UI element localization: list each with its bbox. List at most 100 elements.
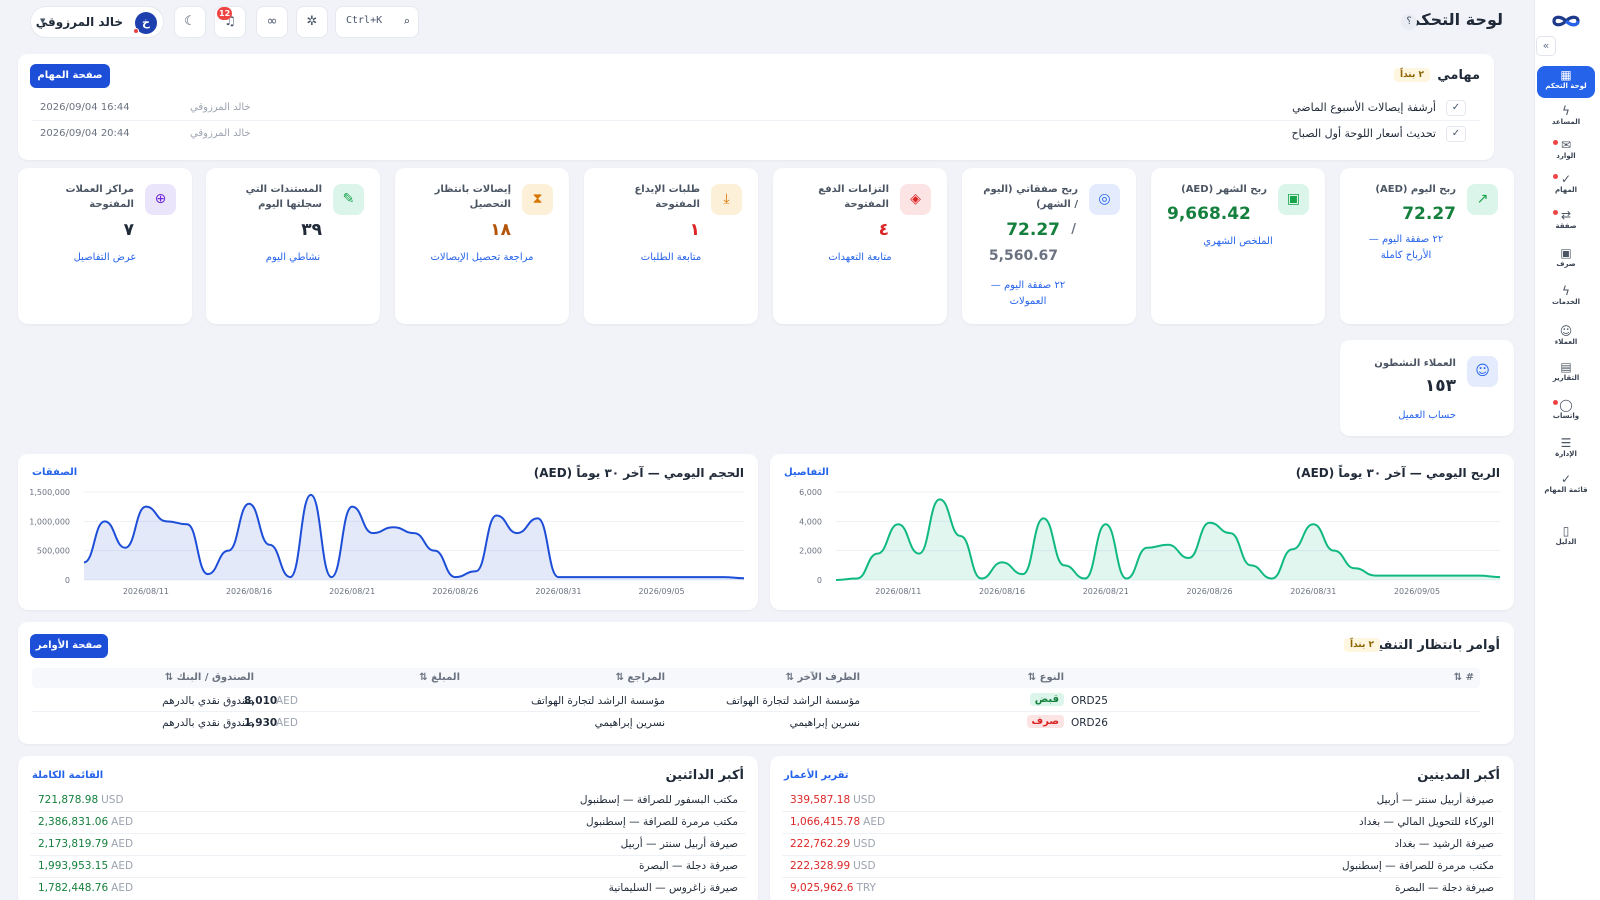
data-point[interactable] <box>618 575 622 579</box>
data-point[interactable] <box>1062 563 1066 567</box>
list-item[interactable]: صيرفة دجلة — البصرة 9,025,962.6 TRY <box>782 878 1502 900</box>
data-point[interactable] <box>268 543 272 547</box>
data-point[interactable] <box>185 522 189 526</box>
data-point[interactable] <box>330 575 334 579</box>
data-point[interactable] <box>144 505 148 509</box>
kpi-link[interactable]: متابعة الطلبات <box>640 252 702 263</box>
sidebar-item-5[interactable]: ▣ صرف <box>1537 246 1595 280</box>
data-point[interactable] <box>701 575 705 579</box>
data-point[interactable] <box>855 577 859 581</box>
data-point[interactable] <box>1187 556 1191 560</box>
data-point[interactable] <box>896 522 900 526</box>
data-point[interactable] <box>1415 574 1419 578</box>
data-point[interactable] <box>206 572 210 576</box>
task-item[interactable]: ✓ أرشفة إيصالات الأسبوع الماضي خالد المر… <box>32 96 1480 121</box>
data-point[interactable] <box>1270 577 1274 581</box>
data-point[interactable] <box>1311 522 1315 526</box>
list-item[interactable]: صيرفة زاغروس — السليمانية 1,782,448.76 AED <box>30 878 746 900</box>
sidebar-item-0[interactable]: ▦ لوحة التحكم <box>1537 66 1595 98</box>
data-point[interactable] <box>515 531 519 535</box>
data-point[interactable] <box>660 575 664 579</box>
orders-page-button[interactable]: صفحة الأوامر <box>30 634 108 658</box>
data-point[interactable] <box>1374 574 1378 578</box>
kpi-link[interactable]: عرض التفاصيل <box>73 252 137 263</box>
kpi-link[interactable]: نشاطي اليوم <box>265 252 321 263</box>
data-point[interactable] <box>1042 516 1046 520</box>
data-point[interactable] <box>959 534 963 538</box>
aging-report-link[interactable]: تقرير الأعمار <box>784 770 849 781</box>
kpi-link[interactable]: ٢٢ صفقة اليوم — العمولات <box>990 280 1066 307</box>
table-row[interactable]: ORD26 صرف نسرين إبراهيمي نسرين إبراهيمي 1,93… <box>32 712 1480 734</box>
user-menu[interactable]: خالد المرزوقي خ ▼ <box>30 6 164 38</box>
kpi-link[interactable]: متابعة التعهدات <box>828 252 892 263</box>
data-point[interactable] <box>680 575 684 579</box>
sidebar-item-2[interactable]: ✉ الوارد <box>1537 138 1595 172</box>
data-point[interactable] <box>598 575 602 579</box>
col-header[interactable]: المبلغ ⇅ <box>419 672 460 683</box>
data-point[interactable] <box>495 513 499 517</box>
data-point[interactable] <box>1021 572 1025 576</box>
series-line[interactable] <box>83 493 745 580</box>
bug-report-button[interactable]: ✲ <box>296 6 328 38</box>
sidebar-item-12[interactable]: ▯ الدليل <box>1537 524 1595 558</box>
sidebar-item-11[interactable]: ✓ قائمة المهام <box>1537 472 1595 506</box>
col-header[interactable]: النوع ⇅ <box>1027 672 1064 683</box>
data-point[interactable] <box>876 552 880 556</box>
theme-toggle-button[interactable]: ☾ <box>174 6 206 38</box>
data-point[interactable] <box>350 505 354 509</box>
data-point[interactable] <box>433 549 437 553</box>
data-point[interactable] <box>123 546 127 550</box>
list-item[interactable]: صيرفة الرشيد — بغداد 222,762.29 USD <box>782 834 1502 856</box>
data-point[interactable] <box>721 575 725 579</box>
search-button[interactable]: Ctrl+K ⌕ <box>335 6 419 38</box>
data-point[interactable] <box>917 552 921 556</box>
kpi-link[interactable]: مراجعة تحصيل الإيصالات <box>430 252 534 263</box>
data-point[interactable] <box>82 560 86 564</box>
data-point[interactable] <box>979 577 983 581</box>
sidebar-item-3[interactable]: ✓ المهام <box>1537 172 1595 206</box>
data-point[interactable] <box>742 576 746 580</box>
data-point[interactable] <box>1394 574 1398 578</box>
data-point[interactable] <box>1457 574 1461 578</box>
data-point[interactable] <box>1145 546 1149 550</box>
data-point[interactable] <box>165 519 169 523</box>
chart-details-link[interactable]: التفاصيل <box>784 467 829 478</box>
data-point[interactable] <box>309 493 313 497</box>
list-item[interactable]: مكتب البسفور للصرافة — إسطنبول 721,878.98… <box>30 790 746 812</box>
data-point[interactable] <box>1498 575 1502 579</box>
chart-deals-link[interactable]: الصفقات <box>32 467 78 478</box>
task-check-icon[interactable]: ✓ <box>1446 126 1466 142</box>
col-header[interactable]: الصندوق / البنك ⇅ <box>164 672 254 683</box>
help-icon[interactable]: ؟ <box>1401 14 1417 30</box>
col-header[interactable]: # ⇅ <box>1453 672 1474 683</box>
data-point[interactable] <box>834 578 838 582</box>
data-point[interactable] <box>1104 522 1108 526</box>
data-point[interactable] <box>103 519 107 523</box>
sidebar-item-10[interactable]: ☰ الإدارة <box>1537 436 1595 470</box>
series-line[interactable] <box>835 498 1501 581</box>
sidebar-item-4[interactable]: ⇄ صفقة <box>1537 208 1595 242</box>
data-point[interactable] <box>1166 543 1170 547</box>
list-item[interactable]: صيرفة أربيل سنتر — أربيل 339,587.18 USD <box>782 790 1502 812</box>
sidebar-item-8[interactable]: ▤ التقارير <box>1537 360 1595 394</box>
sidebar-item-9[interactable]: ◯ واتساب <box>1537 398 1595 432</box>
link-button[interactable]: ∞ <box>256 6 288 38</box>
data-point[interactable] <box>536 516 540 520</box>
data-point[interactable] <box>226 549 230 553</box>
data-point[interactable] <box>1208 521 1212 525</box>
data-point[interactable] <box>1477 574 1481 578</box>
data-point[interactable] <box>1353 566 1357 570</box>
kpi-link[interactable]: الملخص الشهري <box>1203 236 1273 247</box>
data-point[interactable] <box>639 575 643 579</box>
data-point[interactable] <box>1291 547 1295 551</box>
kpi-link[interactable]: حساب العميل <box>1398 410 1456 421</box>
list-item[interactable]: صيرفة دجلة — البصرة 1,993,953.15 AED <box>30 856 746 878</box>
sidebar-item-6[interactable]: ϟ الخدمات <box>1537 284 1595 318</box>
data-point[interactable] <box>577 575 581 579</box>
data-point[interactable] <box>1083 577 1087 581</box>
data-point[interactable] <box>288 575 292 579</box>
list-item[interactable]: مكتب مرمرة للصرافة — إسطنبول 222,328.99 US… <box>782 856 1502 878</box>
data-point[interactable] <box>412 531 416 535</box>
data-point[interactable] <box>556 575 560 579</box>
sidebar-item-1[interactable]: ϟ المساعد <box>1537 104 1595 138</box>
